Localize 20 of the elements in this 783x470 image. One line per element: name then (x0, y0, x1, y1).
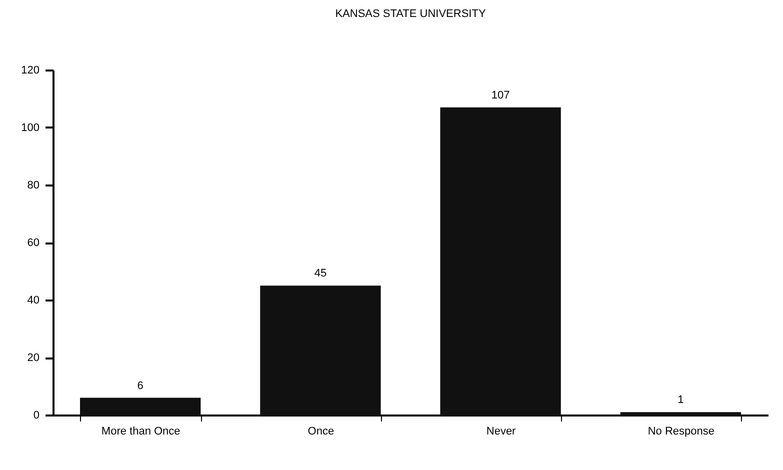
data-label: 1 (678, 394, 684, 406)
y-tick-label: 80 (27, 180, 40, 192)
y-tick-label: 120 (21, 64, 40, 76)
x-tick-label: No Response (648, 426, 714, 438)
y-tick-label: 40 (27, 294, 40, 306)
chart-title: KANSAS STATE UNIVERSITY (335, 8, 486, 20)
bar (80, 398, 201, 415)
bar (440, 107, 561, 415)
y-tick-label: 100 (21, 122, 40, 134)
bar (620, 412, 741, 415)
data-label: 6 (137, 380, 144, 392)
y-tick-label: 20 (27, 352, 40, 364)
data-label: 45 (314, 268, 327, 280)
bar (260, 286, 381, 415)
y-tick-label: 0 (33, 410, 40, 422)
x-tick-label: Never (486, 426, 516, 438)
y-tick-label: 60 (27, 237, 40, 249)
x-tick-label: Once (308, 426, 334, 438)
x-tick-label: More than Once (101, 426, 180, 438)
data-label: 107 (491, 89, 510, 102)
